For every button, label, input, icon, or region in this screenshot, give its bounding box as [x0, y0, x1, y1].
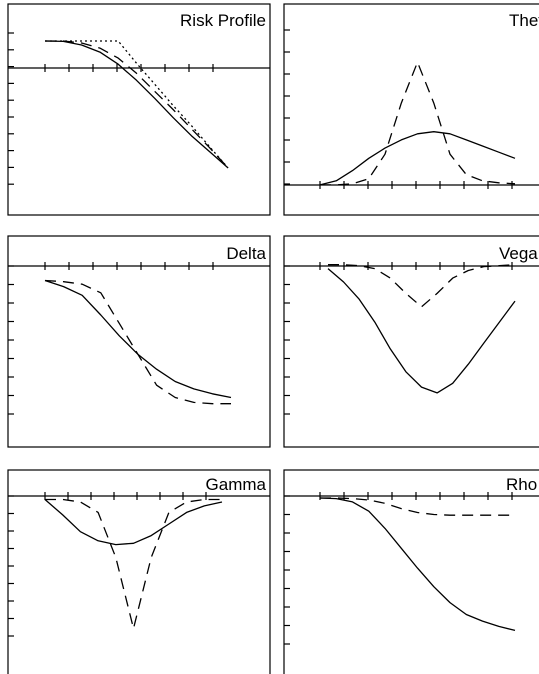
panel-gamma: Gamma [7, 469, 271, 674]
series-line-dashed [328, 264, 516, 308]
panel-frame [7, 469, 271, 674]
panel-frame [283, 469, 539, 674]
series-line-dashed [45, 498, 222, 630]
series-line-dashed [44, 279, 231, 405]
series-line-dashed [320, 61, 516, 186]
panel-theta: Theta [283, 3, 539, 216]
series-line-dashed [45, 40, 229, 169]
panel-frame [283, 3, 539, 216]
panel-rho: Rho [283, 469, 539, 674]
panel-frame [283, 235, 539, 448]
panel-frame [7, 3, 271, 216]
series-line-solid [44, 499, 223, 546]
series-line-solid [44, 40, 229, 169]
panel-delta: Delta [7, 235, 271, 448]
chart-title: Delta [226, 244, 266, 263]
panel-risk-profile: Risk Profile [7, 3, 271, 216]
series-line-solid [319, 131, 516, 186]
series-line-dotted [45, 40, 229, 169]
chart-title: Vega [499, 244, 538, 263]
series-line-solid [327, 268, 516, 394]
chart-title: Theta [509, 11, 539, 30]
series-line-solid [319, 497, 516, 632]
chart-title: Risk Profile [180, 11, 266, 30]
chart-title: Gamma [206, 475, 267, 494]
panel-frame [7, 235, 271, 448]
chart-title: Rho [506, 475, 537, 494]
series-line-dashed [320, 497, 515, 516]
series-line-solid [44, 279, 232, 399]
panel-vega: Vega [283, 235, 539, 448]
